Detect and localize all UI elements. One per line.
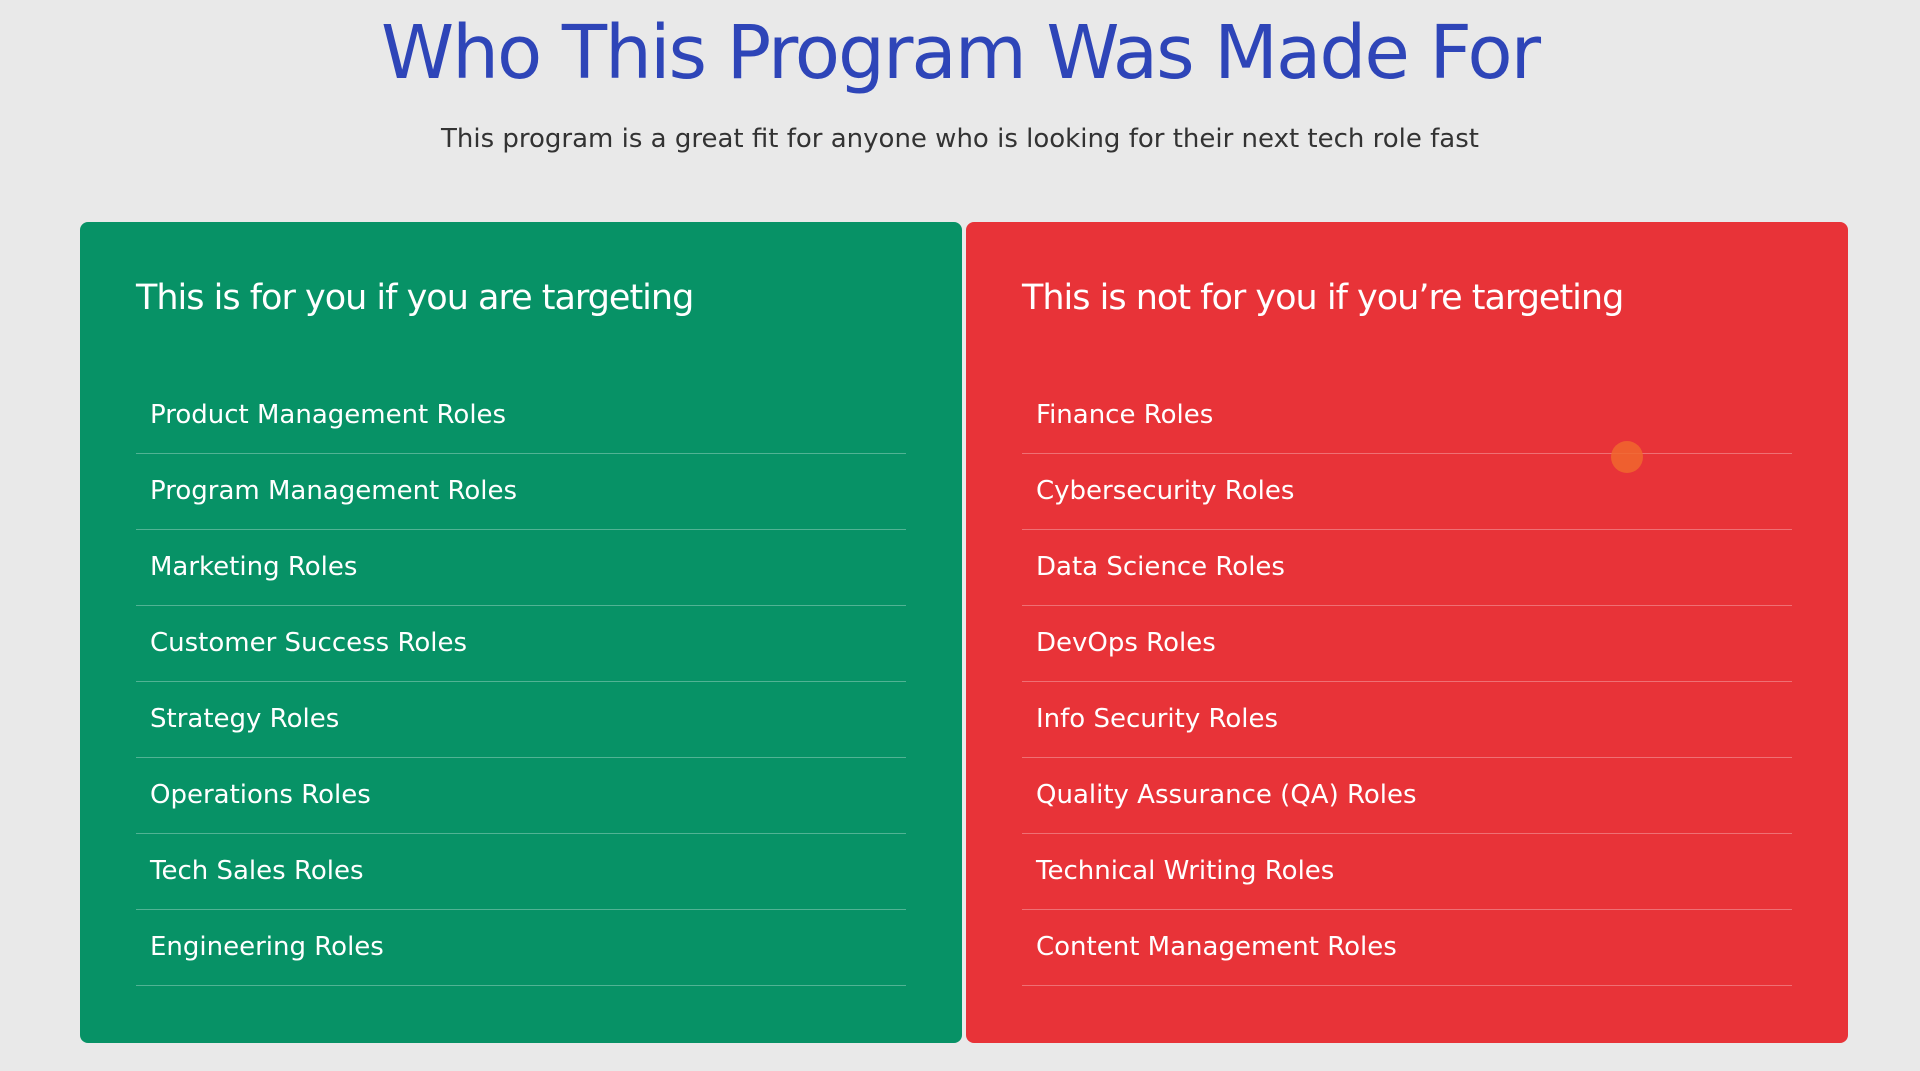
role-item: Product Management Roles <box>136 378 906 454</box>
role-item: Marketing Roles <box>136 530 906 606</box>
role-list: Finance Roles Cybersecurity Roles Data Sci… <box>1022 378 1792 986</box>
role-item: Customer Success Roles <box>136 606 906 682</box>
fit-panel: This is for you if you are targeting Pro… <box>80 222 962 1043</box>
role-item: Strategy Roles <box>136 682 906 758</box>
page-title: Who This Program Was Made For <box>380 10 1541 96</box>
role-item: Finance Roles <box>1022 378 1792 454</box>
role-item: Info Security Roles <box>1022 682 1792 758</box>
role-item: Data Science Roles <box>1022 530 1792 606</box>
panel-heading: This is not for you if you’re targeting <box>1022 278 1624 318</box>
role-item: Tech Sales Roles <box>136 834 906 910</box>
role-item: Technical Writing Roles <box>1022 834 1792 910</box>
role-item: Cybersecurity Roles <box>1022 454 1792 530</box>
role-item: DevOps Roles <box>1022 606 1792 682</box>
role-item: Content Management Roles <box>1022 910 1792 986</box>
role-item: Program Management Roles <box>136 454 906 530</box>
role-item: Quality Assurance (QA) Roles <box>1022 758 1792 834</box>
panel-heading: This is for you if you are targeting <box>136 278 694 318</box>
page-subtitle: This program is a great fit for anyone w… <box>441 124 1479 154</box>
role-item: Operations Roles <box>136 758 906 834</box>
role-list: Product Management Roles Program Manageme… <box>136 378 906 986</box>
not-fit-panel: This is not for you if you’re targeting … <box>966 222 1848 1043</box>
role-item: Engineering Roles <box>136 910 906 986</box>
cursor-indicator <box>1611 441 1643 473</box>
